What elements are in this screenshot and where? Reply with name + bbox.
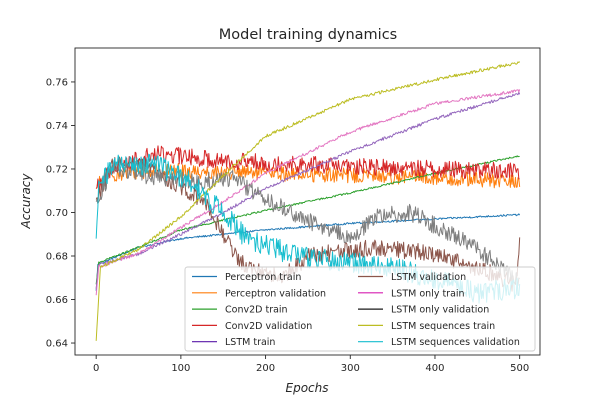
legend-item: LSTM sequences validation xyxy=(358,337,520,348)
legend-label: Conv2D train xyxy=(225,305,288,316)
legend-item: Perceptron validation xyxy=(192,288,326,299)
legend-item: LSTM only validation xyxy=(358,305,489,316)
legend-label: LSTM only train xyxy=(391,288,465,299)
legend-item: Perceptron train xyxy=(192,272,301,283)
legend-item: Conv2D validation xyxy=(192,321,312,332)
y-tick-label: 0.72 xyxy=(46,164,68,175)
x-tick-label: 500 xyxy=(510,363,529,374)
legend-label: LSTM sequences validation xyxy=(391,337,520,348)
x-tick-label: 400 xyxy=(425,363,444,374)
y-tick-label: 0.74 xyxy=(46,121,68,132)
series-line-lstm-only-validation xyxy=(95,160,520,286)
legend-item: LSTM only train xyxy=(358,288,465,299)
legend-item: Conv2D train xyxy=(192,305,288,316)
legend-item: LSTM train xyxy=(192,337,275,348)
y-tick-label: 0.66 xyxy=(46,295,68,306)
x-tick-label: 100 xyxy=(171,363,190,374)
legend-label: LSTM sequences train xyxy=(391,321,495,332)
series-line-lstm-only-train xyxy=(95,89,521,296)
x-tick-label: 200 xyxy=(256,363,275,374)
legend-label: Perceptron validation xyxy=(225,288,326,299)
y-axis-label: Accuracy xyxy=(19,173,33,230)
y-axis: 0.64 0.66 0.68 0.70 0.72 0.74 0.76 xyxy=(46,77,75,350)
legend-label: LSTM validation xyxy=(391,272,466,283)
series-line-conv2d-validation xyxy=(95,145,520,194)
series-line-perceptron-validation xyxy=(95,163,521,189)
legend-label: Perceptron train xyxy=(225,272,301,283)
y-tick-label: 0.70 xyxy=(46,208,68,219)
y-tick-label: 0.64 xyxy=(46,339,68,350)
y-tick-label: 0.76 xyxy=(46,77,68,88)
axes-frame xyxy=(74,47,541,356)
legend: Perceptron train Perceptron validation Con… xyxy=(184,266,536,352)
legend-label: LSTM only validation xyxy=(391,305,489,316)
legend-label: LSTM train xyxy=(225,337,275,348)
x-tick-label: 300 xyxy=(341,363,360,374)
chart-title: Model training dynamics xyxy=(219,27,397,43)
x-axis: 0 100 200 300 400 500 xyxy=(93,355,529,374)
x-axis-label: Epochs xyxy=(286,381,329,395)
legend-label: Conv2D validation xyxy=(225,321,312,332)
x-tick-label: 0 xyxy=(93,363,99,374)
legend-item: LSTM validation xyxy=(358,272,466,283)
y-tick-label: 0.68 xyxy=(46,252,68,263)
legend-item: LSTM sequences train xyxy=(358,321,495,332)
series-line-lstm-train xyxy=(95,91,521,289)
series-line-lstm-sequences-train xyxy=(95,61,521,341)
